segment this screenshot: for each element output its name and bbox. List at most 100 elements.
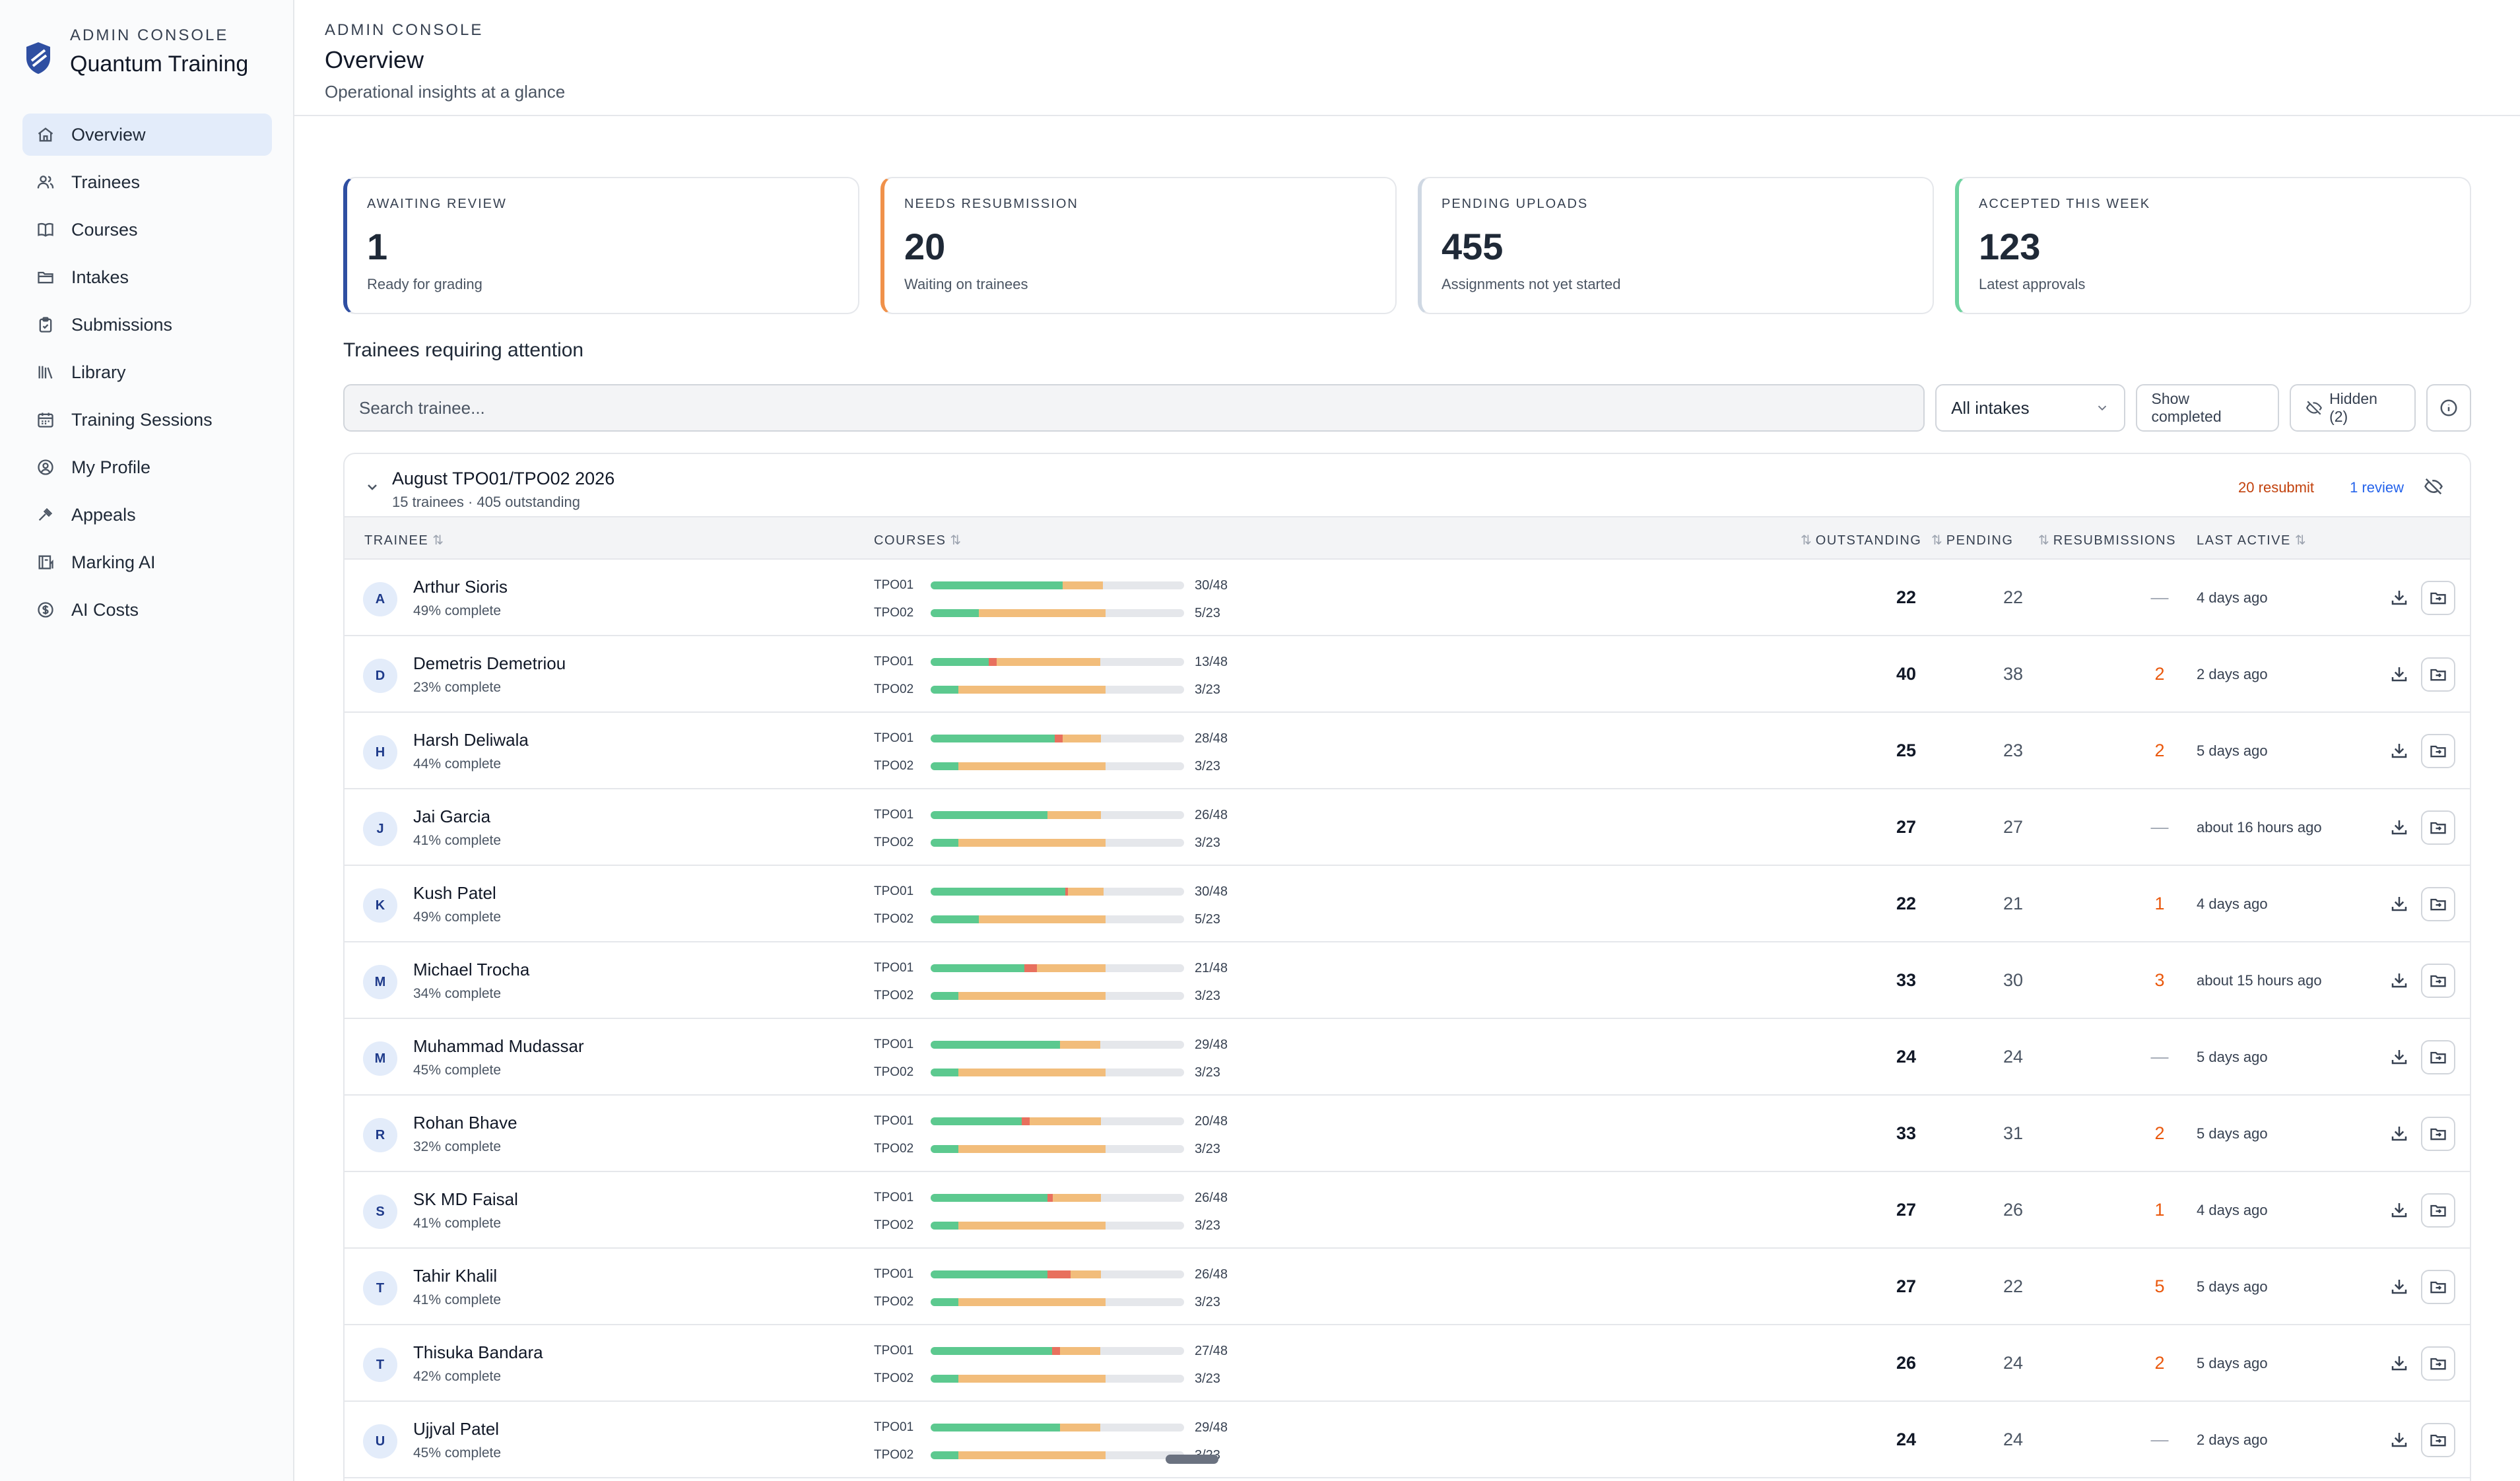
stat-card-accepted-this-week[interactable]: ACCEPTED THIS WEEK 123 Latest approvals — [1955, 177, 2471, 314]
column-trainee[interactable]: TRAINEE ⇅ — [364, 532, 444, 548]
open-folder-button[interactable] — [2421, 1193, 2455, 1228]
download-button[interactable] — [2389, 740, 2412, 763]
download-button[interactable] — [2389, 817, 2412, 839]
sidebar-item-trainees[interactable]: Trainees — [22, 161, 272, 203]
column-resubmissions[interactable]: ⇅ RESUBMISSIONS — [2038, 532, 2176, 548]
home-icon — [36, 125, 55, 145]
table-row[interactable]: M Michael Trocha 34% complete TPO01 21/48 TPO… — [345, 942, 2470, 1019]
progress-pending — [1071, 1270, 1101, 1278]
download-button[interactable] — [2389, 1123, 2412, 1146]
intake-group-panel: August TPO01/TPO02 2026 15 trainees · 40… — [343, 453, 2471, 1481]
open-folder-button[interactable] — [2421, 1270, 2455, 1304]
download-button[interactable] — [2389, 587, 2412, 610]
download-button[interactable] — [2389, 1047, 2412, 1069]
sidebar-item-training-sessions[interactable]: Training Sessions — [22, 399, 272, 441]
download-button[interactable] — [2389, 1430, 2412, 1452]
group-review-count[interactable]: 1 review — [2350, 479, 2404, 496]
show-completed-button[interactable]: Show completed — [2135, 384, 2280, 432]
trainee-completion: 23% complete — [413, 680, 502, 695]
search-input[interactable] — [343, 384, 1925, 432]
sidebar-item-label: Submissions — [71, 314, 173, 335]
download-button[interactable] — [2389, 970, 2412, 993]
open-folder-button[interactable] — [2421, 1346, 2455, 1381]
trainee-name[interactable]: Michael Trocha — [413, 960, 530, 979]
sidebar-item-submissions[interactable]: Submissions — [22, 304, 272, 346]
last-active: 5 days ago — [2197, 1278, 2268, 1295]
download-button[interactable] — [2389, 1200, 2412, 1222]
course-progress: TPO01 26/48 — [874, 1265, 1228, 1284]
column-outstanding[interactable]: ⇅ OUTSTANDING — [1801, 532, 1921, 548]
progress-pending — [1047, 811, 1101, 819]
download-button[interactable] — [2389, 894, 2412, 916]
open-folder-button[interactable] — [2421, 887, 2455, 921]
intake-group-name: August TPO01/TPO02 2026 — [392, 469, 615, 488]
trainee-name[interactable]: Ujjval Patel — [413, 1419, 500, 1439]
sidebar-item-intakes[interactable]: Intakes — [22, 256, 272, 298]
download-button[interactable] — [2389, 1276, 2412, 1299]
table-row[interactable]: R Rohan Bhave 32% complete TPO01 20/48 TPO02 3… — [345, 1096, 2470, 1172]
intake-select[interactable]: All intakes — [1935, 384, 2125, 432]
trainee-name[interactable]: Arthur Sioris — [413, 577, 508, 597]
last-active: 2 days ago — [2197, 1432, 2268, 1448]
download-icon — [2391, 591, 2407, 605]
column-courses[interactable]: COURSES ⇅ — [874, 532, 961, 548]
resubmission-count: 2 — [2154, 1353, 2165, 1373]
table-row[interactable]: J Jai Garcia 41% complete TPO01 26/48 TPO02 3/… — [345, 789, 2470, 866]
sidebar-item-ai-costs[interactable]: AI Costs — [22, 589, 272, 631]
sidebar-item-appeals[interactable]: Appeals — [22, 494, 272, 536]
open-folder-button[interactable] — [2421, 1423, 2455, 1457]
stat-card-awaiting-review[interactable]: AWAITING REVIEW 1 Ready for grading — [343, 177, 859, 314]
column-pending[interactable]: ⇅ PENDING — [1931, 532, 2013, 548]
scrollbar-thumb[interactable] — [1166, 1455, 1218, 1464]
folder-arrow-icon — [2430, 822, 2446, 834]
open-folder-button[interactable] — [2421, 1040, 2455, 1074]
open-folder-button[interactable] — [2421, 810, 2455, 845]
table-row[interactable]: S SK MD Faisal 41% complete TPO01 26/48 TPO02… — [345, 1172, 2470, 1249]
download-button[interactable] — [2389, 664, 2412, 686]
column-last-active[interactable]: LAST ACTIVE ⇅ — [2197, 532, 2306, 548]
sidebar-item-label: Courses — [71, 219, 138, 240]
info-button[interactable] — [2426, 384, 2471, 432]
open-folder-button[interactable] — [2421, 581, 2455, 615]
table-row[interactable]: A Arthur Sioris 49% complete TPO01 30/48 TPO0… — [345, 560, 2470, 636]
table-row[interactable]: D Demetris Demetriou 23% complete TPO01 13/4… — [345, 636, 2470, 713]
brand[interactable]: ADMIN CONSOLE Quantum Training — [24, 26, 248, 77]
trainee-name[interactable]: Muhammad Mudassar — [413, 1036, 584, 1056]
pending-count: 22 — [2003, 1276, 2024, 1296]
sidebar-item-overview[interactable]: Overview — [22, 114, 272, 156]
trainee-name[interactable]: Kush Patel — [413, 883, 496, 903]
filter-toolbar: All intakes Show completed Hidden (2) — [343, 384, 2471, 432]
intake-group-meta: 15 trainees · 405 outstanding — [392, 494, 580, 510]
trainee-name[interactable]: Demetris Demetriou — [413, 653, 566, 673]
trainee-name[interactable]: Thisuka Bandara — [413, 1342, 543, 1362]
table-row[interactable]: U Ujjval Patel 45% complete TPO01 29/48 TPO02… — [345, 1402, 2470, 1478]
sidebar-item-courses[interactable]: Courses — [22, 209, 272, 251]
sidebar-item-marking-ai[interactable]: Marking AI — [22, 541, 272, 583]
trainee-name[interactable]: Tahir Khalil — [413, 1266, 498, 1286]
open-folder-button[interactable] — [2421, 1117, 2455, 1151]
intake-group-header[interactable]: August TPO01/TPO02 2026 15 trainees · 40… — [345, 454, 2470, 517]
stat-card-needs-resubmission[interactable]: NEEDS RESUBMISSION 20 Waiting on trainees — [880, 177, 1397, 314]
hidden-button[interactable]: Hidden (2) — [2290, 384, 2416, 432]
hide-group-button[interactable] — [2424, 477, 2445, 498]
open-folder-button[interactable] — [2421, 964, 2455, 998]
trainee-name[interactable]: Jai Garcia — [413, 806, 491, 826]
download-button[interactable] — [2389, 1353, 2412, 1375]
trainee-name[interactable]: Rohan Bhave — [413, 1113, 517, 1133]
table-row[interactable]: H Harsh Deliwala 44% complete TPO01 28/48 TPO… — [345, 713, 2470, 789]
folder-arrow-icon — [2430, 1281, 2446, 1294]
table-row[interactable]: K Kush Patel 49% complete TPO01 30/48 TPO02 5/… — [345, 866, 2470, 942]
table-row[interactable]: T Thisuka Bandara 42% complete TPO01 27/48 TP… — [345, 1325, 2470, 1402]
stat-card-pending-uploads[interactable]: PENDING UPLOADS 455 Assignments not yet st… — [1418, 177, 1934, 314]
open-folder-button[interactable] — [2421, 657, 2455, 692]
group-resubmit-count[interactable]: 20 resubmit — [2238, 479, 2314, 496]
table-row[interactable]: M Muhammad Mudassar 45% complete TPO01 29/48… — [345, 1019, 2470, 1096]
collapse-button[interactable] — [364, 479, 380, 495]
sidebar-item-my-profile[interactable]: My Profile — [22, 446, 272, 488]
open-folder-button[interactable] — [2421, 734, 2455, 768]
progress-accepted — [931, 811, 1047, 819]
sidebar-item-library[interactable]: Library — [22, 351, 272, 393]
trainee-name[interactable]: SK MD Faisal — [413, 1189, 518, 1209]
trainee-name[interactable]: Harsh Deliwala — [413, 730, 529, 750]
table-row[interactable]: T Tahir Khalil 41% complete TPO01 26/48 TPO02… — [345, 1249, 2470, 1325]
